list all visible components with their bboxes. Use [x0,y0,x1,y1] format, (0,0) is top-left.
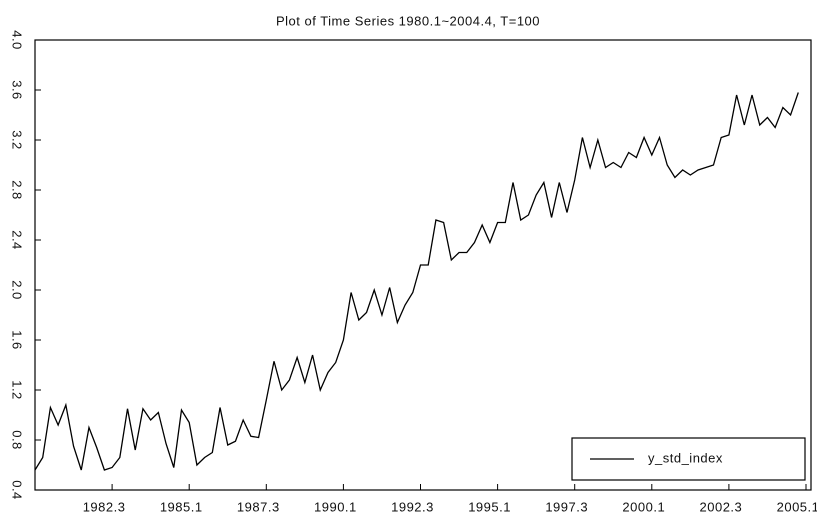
y-tick-label: 1.6 [10,330,25,350]
x-tick-label: 1992.3 [391,499,434,514]
x-tick-label: 1987.3 [237,499,280,514]
y-tick-label: 1.2 [10,380,25,400]
x-tick-label: 1982.3 [83,499,126,514]
x-tick-label: 2005.1 [777,499,817,514]
y-tick-label: 2.8 [10,180,25,200]
y-tick-label: 2.4 [10,230,25,250]
series-line [34,92,799,471]
x-tick-label: 2000.1 [622,499,665,514]
y-tick-label: 4.0 [10,30,25,50]
x-tick-label: 1990.1 [314,499,357,514]
plot-frame [34,39,812,491]
x-tick-label: 1997.3 [545,499,588,514]
y-tick-label: 3.6 [10,80,25,100]
legend-label: y_std_index [648,450,723,465]
y-tick-label: 0.8 [10,430,25,450]
y-tick-label: 2.0 [10,280,25,300]
x-tick-label: 1995.1 [468,499,511,514]
x-tick-label: 2002.3 [700,499,743,514]
chart-title: Plot of Time Series 1980.1~2004.4, T=100 [276,13,540,28]
y-tick-label: 3.2 [10,130,25,150]
x-tick-label: 1985.1 [160,499,203,514]
y-tick-label: 0.4 [10,480,25,500]
